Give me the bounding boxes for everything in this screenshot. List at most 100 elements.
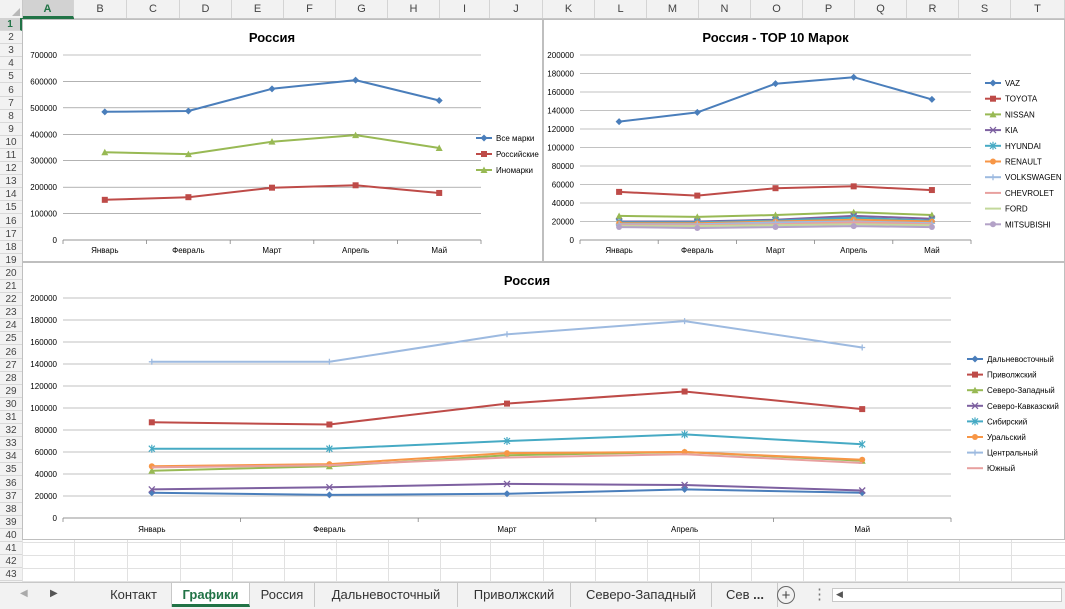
chart-russia-total[interactable]: Россия 0 100000 200000 300000 400000 500000 600… xyxy=(22,19,543,262)
row-header-13[interactable]: 13 xyxy=(0,175,22,189)
legend-entry[interactable]: VAZ xyxy=(985,79,1020,88)
legend-entry[interactable]: RENAULT xyxy=(985,158,1042,167)
more-options-icon[interactable]: ⋮ xyxy=(812,586,827,603)
legend-entry[interactable]: KIA xyxy=(985,126,1019,135)
row-header-7[interactable]: 7 xyxy=(0,97,22,110)
row-header-42[interactable]: 42 xyxy=(0,555,22,569)
series-line[interactable] xyxy=(104,79,440,113)
row-header-17[interactable]: 17 xyxy=(0,228,22,241)
row-header-37[interactable]: 37 xyxy=(0,490,22,503)
row-header-20[interactable]: 20 xyxy=(0,267,22,280)
legend-entry[interactable]: VOLKSWAGEN xyxy=(985,173,1062,182)
sheet-tab-4[interactable]: Дальневосточный xyxy=(315,583,458,607)
series-1[interactable] xyxy=(615,73,936,126)
row-header-30[interactable]: 30 xyxy=(0,398,22,411)
row-header-16[interactable]: 16 xyxy=(0,215,22,228)
row-header-43[interactable]: 43 xyxy=(0,568,22,582)
series-7[interactable] xyxy=(148,318,866,365)
column-header-I[interactable]: I xyxy=(440,0,490,18)
legend-entry[interactable]: MITSUBISHI xyxy=(985,220,1051,229)
row-header-40[interactable]: 40 xyxy=(0,529,22,542)
sheet-tab-1[interactable]: Контакт xyxy=(96,583,172,607)
legend-entry[interactable]: TOYOTA xyxy=(985,95,1038,104)
legend-entry[interactable]: Южный xyxy=(967,464,1015,473)
row-header-21[interactable]: 21 xyxy=(0,280,22,294)
row-header-38[interactable]: 38 xyxy=(0,503,22,516)
column-header-L[interactable]: L xyxy=(595,0,647,18)
row-header-25[interactable]: 25 xyxy=(0,332,22,346)
row-header-9[interactable]: 9 xyxy=(0,123,22,136)
legend-entry[interactable]: Иномарки xyxy=(476,166,533,175)
column-header-N[interactable]: N xyxy=(699,0,751,18)
row-header-22[interactable]: 22 xyxy=(0,293,22,307)
column-header-P[interactable]: P xyxy=(803,0,855,18)
next-sheet-icon[interactable]: ▶ xyxy=(50,588,58,599)
row-header-15[interactable]: 15 xyxy=(0,201,22,215)
series-3[interactable] xyxy=(615,208,936,220)
row-header-26[interactable]: 26 xyxy=(0,346,22,359)
sheet-tab-7[interactable]: Сев ... xyxy=(712,583,778,607)
column-header-B[interactable]: B xyxy=(74,0,127,18)
legend-entry[interactable]: Российские xyxy=(476,150,539,159)
series-2[interactable] xyxy=(616,183,935,199)
column-header-H[interactable]: H xyxy=(388,0,440,18)
horizontal-scrollbar[interactable]: ◀ xyxy=(832,588,1062,602)
series-2[interactable] xyxy=(148,388,866,428)
column-header-F[interactable]: F xyxy=(284,0,336,18)
scroll-left-icon[interactable]: ◀ xyxy=(836,589,843,599)
series-line[interactable] xyxy=(151,453,863,469)
prev-sheet-icon[interactable]: ◀ xyxy=(20,588,28,599)
column-header-Q[interactable]: Q xyxy=(855,0,907,18)
legend-entry[interactable]: Дальневосточный xyxy=(967,355,1054,364)
column-header-T[interactable]: T xyxy=(1011,0,1065,18)
legend-entry[interactable]: Уральский xyxy=(967,433,1026,442)
row-header-41[interactable]: 41 xyxy=(0,542,22,556)
row-header-31[interactable]: 31 xyxy=(0,411,22,425)
series-8[interactable] xyxy=(151,453,863,469)
row-header-39[interactable]: 39 xyxy=(0,516,22,529)
series-3[interactable] xyxy=(101,131,443,158)
row-header-35[interactable]: 35 xyxy=(0,463,22,477)
column-header-S[interactable]: S xyxy=(959,0,1011,18)
row-header-19[interactable]: 19 xyxy=(0,254,22,267)
column-header-G[interactable]: G xyxy=(336,0,388,18)
row-header-36[interactable]: 36 xyxy=(0,477,22,490)
column-header-J[interactable]: J xyxy=(490,0,543,18)
row-header-5[interactable]: 5 xyxy=(0,70,22,84)
add-sheet-icon[interactable]: + xyxy=(777,586,795,604)
row-header-4[interactable]: 4 xyxy=(0,57,22,71)
sheet-tab-6[interactable]: Северо-Западный xyxy=(571,583,712,607)
legend-entry[interactable]: HYUNDAI xyxy=(985,141,1041,151)
legend-entry[interactable]: Приволжский xyxy=(967,371,1037,380)
series-10[interactable] xyxy=(616,223,935,231)
row-header-3[interactable]: 3 xyxy=(0,44,22,58)
legend-entry[interactable]: NISSAN xyxy=(985,110,1035,119)
series-1[interactable] xyxy=(101,76,443,116)
column-header-E[interactable]: E xyxy=(232,0,284,18)
column-header-O[interactable]: O xyxy=(751,0,803,18)
row-header-10[interactable]: 10 xyxy=(0,136,22,149)
series-line[interactable] xyxy=(151,320,863,363)
series-line[interactable] xyxy=(151,482,863,492)
column-header-A[interactable]: A xyxy=(22,0,74,18)
column-header-K[interactable]: K xyxy=(543,0,595,18)
legend-entry[interactable]: Все марки xyxy=(476,134,534,143)
row-header-2[interactable]: 2 xyxy=(0,31,22,45)
row-header-23[interactable]: 23 xyxy=(0,306,22,320)
legend-entry[interactable]: Северо-Кавказский xyxy=(967,402,1059,411)
legend-entry[interactable]: Северо-Западный xyxy=(967,386,1055,395)
row-header-14[interactable]: 14 xyxy=(0,188,22,202)
row-header-32[interactable]: 32 xyxy=(0,424,22,438)
column-header-R[interactable]: R xyxy=(907,0,959,18)
chart-russia-top10[interactable]: Россия - TOP 10 Марок 0 20000 40000 60000 800… xyxy=(543,19,1065,262)
series-5[interactable] xyxy=(148,430,866,453)
row-header-33[interactable]: 33 xyxy=(0,437,22,451)
series-4[interactable] xyxy=(148,480,866,494)
row-header-24[interactable]: 24 xyxy=(0,319,22,333)
legend-entry[interactable]: Сибирский xyxy=(967,417,1027,426)
row-header-11[interactable]: 11 xyxy=(0,149,22,163)
legend-entry[interactable]: CHEVROLET xyxy=(985,189,1054,198)
chart-russia-regions[interactable]: Россия 0 20000 40000 60000 80000 100000 120000 1… xyxy=(22,262,1065,540)
column-header-M[interactable]: M xyxy=(647,0,699,18)
